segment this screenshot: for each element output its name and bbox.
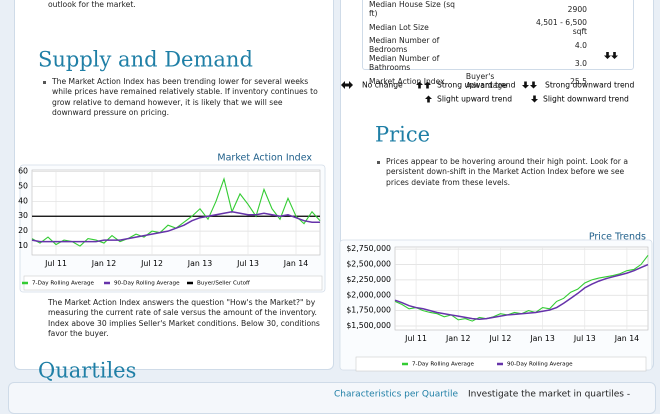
- section-heading: Supply and Demand: [38, 48, 253, 72]
- stats-row: Market Action Index Buyer's Advantage 25.5: [365, 72, 627, 90]
- trend-legend-label: Strong downward trend: [545, 81, 634, 90]
- y-tick-label: 20: [18, 226, 28, 235]
- page: { "intro_tail": "outlook for the market.…: [8, 0, 656, 414]
- x-tick-label: Jul 11: [44, 259, 67, 268]
- trend-legend-label: Slight downward trend: [543, 95, 629, 104]
- x-tick-label: Jan 13: [529, 334, 554, 343]
- x-tick-label: Jul 12: [140, 259, 163, 268]
- x-tick-label: Jan 13: [187, 259, 212, 268]
- stat-label: Median Number of Bedrooms: [369, 36, 440, 54]
- stat-value: 2900: [567, 4, 587, 14]
- section-heading: Price: [375, 123, 430, 147]
- stat-value: Buyer's Advantage: [465, 72, 507, 90]
- trend-legend-label: Slight upward trend: [437, 95, 512, 104]
- x-tick-label: Jul 11: [404, 334, 427, 343]
- legend-label: 7-Day Rolling Average: [32, 281, 95, 287]
- stats-table: Median House Size (sq ft) 2900 Median Lot…: [365, 0, 627, 90]
- arrow-icon: [341, 81, 353, 89]
- arrow-icon: [531, 95, 538, 103]
- trend-legend-label: No change: [362, 81, 403, 90]
- paragraph: The Market Action Index answers the ques…: [48, 298, 320, 339]
- y-tick-label: $2,250,000: [346, 275, 391, 284]
- y-tick-label: 50: [18, 181, 28, 190]
- stat-value: 25.5: [570, 76, 587, 86]
- arrow-icon: [425, 95, 432, 103]
- stats-row: Median House Size (sq ft) 2900: [365, 0, 627, 18]
- stat-label: Median Lot Size: [369, 22, 429, 32]
- x-tick-label: Jan 14: [283, 259, 308, 268]
- stats-row: Median Number of Bathrooms 3.0: [365, 54, 627, 72]
- legend-label: Buyer/Seller Cutoff: [197, 281, 250, 287]
- chart-title: Market Action Index: [217, 153, 312, 164]
- series-line: [31, 210, 320, 243]
- quartile-text: Investigate the market in quartiles -: [468, 390, 630, 400]
- x-tick-label: Jan 12: [91, 259, 116, 268]
- stats-row: Median Lot Size 4,501 - 6,500 sqft: [365, 18, 627, 36]
- paragraph: Prices appear to be hovering around thei…: [377, 157, 648, 188]
- graphics: No change Strong upward trend Strong dow…: [18, 48, 653, 400]
- x-tick-label: Jan 14: [614, 334, 639, 343]
- y-tick-label: 10: [18, 241, 28, 250]
- stat-label: Median Number of Bathrooms: [369, 54, 440, 72]
- stat-value: 3.0: [574, 58, 587, 68]
- chart-title: Price Trends: [589, 232, 646, 243]
- x-tick-label: Jan 12: [445, 334, 470, 343]
- y-tick-label: $2,000,000: [346, 290, 391, 299]
- y-tick-label: $1,750,000: [346, 306, 391, 315]
- y-tick-label: $2,500,000: [346, 260, 391, 269]
- stat-label: Market Action Index: [369, 76, 445, 86]
- section-heading: Quartiles: [38, 359, 136, 383]
- y-tick-label: 30: [18, 211, 28, 220]
- x-tick-label: Jul 13: [236, 259, 259, 268]
- stat-label: Median House Size (sq ft): [369, 0, 455, 18]
- series-line: [394, 263, 649, 320]
- stats-row: Median Number of Bedrooms 4.0: [365, 36, 627, 54]
- paragraph: The Market Action Index has been trendin…: [43, 77, 324, 119]
- x-tick-label: Jul 12: [489, 334, 512, 343]
- y-tick-label: 60: [18, 166, 28, 175]
- y-tick-label: $1,500,000: [346, 321, 391, 330]
- stat-value: 4.0: [574, 40, 587, 50]
- y-tick-label: $2,750,000: [346, 244, 391, 253]
- plot-area: [394, 246, 649, 331]
- stat-value: 4,501 - 6,500 sqft: [535, 18, 587, 36]
- legend-label: 90-Day Rolling Average: [114, 281, 180, 287]
- trend-legend-label: Strong upward trend: [437, 81, 516, 90]
- quartile-tab: Characteristics per Quartile: [334, 390, 458, 400]
- legend-label: 7-Day Rolling Average: [412, 362, 475, 368]
- stats-box: [362, 0, 634, 70]
- y-tick-label: 40: [18, 196, 28, 205]
- charts: Market Action Index 10 20 30 40 50 60 Jul 11 Jan…: [18, 153, 653, 372]
- legend-label: 90-Day Rolling Average: [507, 362, 573, 368]
- intro-text: outlook for the market.: [48, 0, 136, 9]
- x-tick-label: Jul 13: [573, 334, 596, 343]
